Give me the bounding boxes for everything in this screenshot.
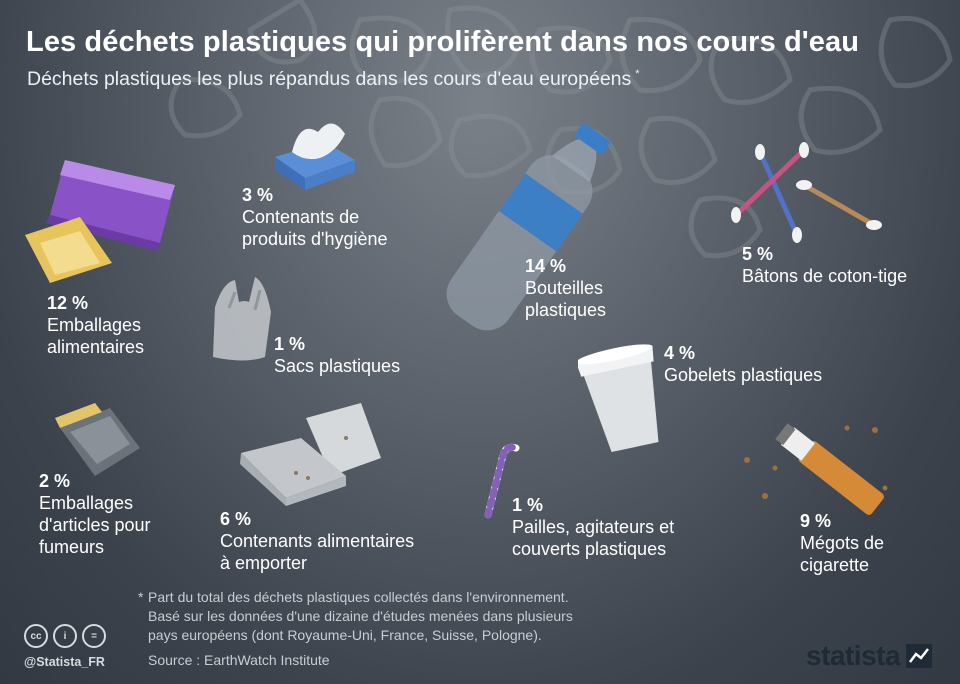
item-contenants-hygiene: 3 % Contenants de produits d'hygiène <box>242 184 388 250</box>
item-percentage: 9 % <box>800 511 832 531</box>
footnote-line: Part du total des déchets plastiques col… <box>148 589 569 605</box>
no-derivatives-icon[interactable]: = <box>82 624 106 648</box>
page-subtitle: Déchets plastiques les plus répandus dan… <box>27 68 640 91</box>
cotton-swab-icon <box>731 142 882 243</box>
item-bouteilles: 14 % Bouteilles plastiques <box>525 255 606 321</box>
item-label: Pailles, agitateurs et couverts plastiqu… <box>512 517 675 559</box>
item-percentage: 2 % <box>39 471 71 491</box>
creative-commons-icon[interactable]: cc <box>24 624 48 648</box>
takeaway-box-icon <box>240 403 381 506</box>
subtitle-text: Déchets plastiques les plus répandus dan… <box>27 68 632 90</box>
item-percentage: 3 % <box>242 185 274 205</box>
item-gobelets: 4 % Gobelets plastiques <box>664 342 822 386</box>
plastic-bag-icon <box>213 277 271 361</box>
item-percentage: 6 % <box>220 509 252 529</box>
food-wrapper-icon <box>25 160 175 283</box>
item-emporter: 6 % Contenants alimentaires à emporter <box>220 508 414 574</box>
item-fumeurs: 2 % Emballages d'articles pour fumeurs <box>39 470 151 558</box>
item-sacs: 1 % Sacs plastiques <box>274 333 400 377</box>
item-label: Bâtons de coton-tige <box>742 266 908 286</box>
plastic-bottle-icon <box>446 123 610 331</box>
footnote-marker: * <box>138 589 144 605</box>
item-label: Contenants de produits d'hygiène <box>242 207 388 249</box>
page-title: Les déchets plastiques qui prolifèrent d… <box>26 26 860 58</box>
brand-mark-icon <box>906 644 933 668</box>
item-percentage: 12 % <box>47 293 89 313</box>
license-icons[interactable]: cc i = <box>24 624 106 648</box>
item-emballages-alimentaires: 12 % Emballages alimentaires <box>47 292 144 358</box>
attribution-icon[interactable]: i <box>53 624 77 648</box>
footnote-line: Basé sur les données d'une dizaine d'étu… <box>148 608 573 624</box>
item-megots: 9 % Mégots de cigarette <box>800 510 884 576</box>
footnote-line: pays européens (dont Royaume-Uni, France… <box>148 627 542 643</box>
straw-icon <box>484 443 520 519</box>
item-label: Emballages d'articles pour fumeurs <box>39 493 151 557</box>
social-handle[interactable]: @Statista_FR <box>24 655 105 669</box>
item-label: Emballages alimentaires <box>47 315 145 357</box>
source-text: Source : EarthWatch Institute <box>148 652 330 668</box>
item-label: Mégots de cigarette <box>800 533 885 575</box>
item-pailles: 1 % Pailles, agitateurs et couverts plas… <box>512 494 674 560</box>
brand-wordmark: statista <box>806 640 901 671</box>
item-percentage: 5 % <box>742 244 774 264</box>
plastic-cup-icon <box>578 344 659 453</box>
item-label: Contenants alimentaires à emporter <box>220 531 415 573</box>
statista-logo[interactable]: statista <box>806 640 933 672</box>
item-coton-tige: 5 % Bâtons de coton-tige <box>742 243 907 287</box>
footnote: * Part du total des déchets plastiques c… <box>138 588 573 645</box>
cigarette-butt-icon <box>744 423 888 515</box>
item-percentage: 4 % <box>664 343 696 363</box>
item-label: Bouteilles plastiques <box>525 278 607 320</box>
tissue-box-icon <box>275 123 355 190</box>
item-percentage: 14 % <box>525 256 567 276</box>
item-label: Sacs plastiques <box>274 356 401 376</box>
tobacco-pack-icon <box>55 403 140 476</box>
subtitle-footnote-marker: * <box>635 68 640 80</box>
item-percentage: 1 % <box>512 495 544 515</box>
item-label: Gobelets plastiques <box>664 365 823 385</box>
item-percentage: 1 % <box>274 334 306 354</box>
